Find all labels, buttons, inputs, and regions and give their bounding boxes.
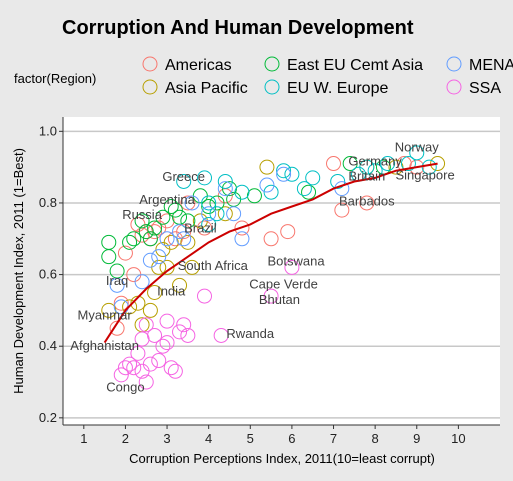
x-tick-label: 7 [330, 431, 337, 446]
annotation-label: Greece [162, 169, 205, 184]
x-tick-label: 9 [413, 431, 420, 446]
annotation-label: Botswana [268, 254, 326, 269]
annotation-label: Iraq [106, 273, 128, 288]
legend-key [265, 57, 279, 71]
annotation-label: India [157, 284, 186, 299]
legend-label: SSA [469, 80, 501, 97]
annotation-label: Afghanistan [70, 338, 139, 353]
x-tick-label: 10 [451, 431, 465, 446]
legend-label: EU W. Europe [287, 80, 388, 97]
x-tick-label: 2 [122, 431, 129, 446]
legend-key [447, 80, 461, 94]
annotation-label: Bhutan [259, 292, 300, 307]
annotation-label: Russia [122, 207, 163, 222]
legend-title: factor(Region) [14, 71, 96, 86]
annotation-label: Rwanda [226, 326, 274, 341]
x-tick-label: 4 [205, 431, 212, 446]
x-axis-title: Corruption Perceptions Index, 2011(10=le… [129, 451, 435, 466]
legend-key [265, 80, 279, 94]
legend-label: MENA [469, 57, 513, 74]
annotation-label: Britain [348, 168, 385, 183]
annotation-label: Cape Verde [249, 277, 318, 292]
x-tick-label: 5 [247, 431, 254, 446]
y-tick-label: 0.6 [39, 267, 57, 282]
x-tick-label: 6 [288, 431, 295, 446]
annotation-label: Germany [348, 153, 402, 168]
annotation-label: Myanmar [78, 307, 133, 322]
legend-label: Asia Pacific [165, 80, 248, 97]
legend: factor(Region) Americas Asia Pacific East … [14, 57, 513, 97]
x-tick-label: 8 [372, 431, 379, 446]
legend-key [143, 80, 157, 94]
y-tick-label: 0.8 [39, 195, 57, 210]
annotation-label: South Africa [178, 258, 249, 273]
x-tick-label: 1 [80, 431, 87, 446]
y-tick-label: 0.4 [39, 338, 57, 353]
annotation-label: Singapore [395, 167, 454, 182]
chart-title: Corruption And Human Development [62, 17, 414, 39]
annotation-label: Barbados [339, 193, 395, 208]
legend-key [143, 57, 157, 71]
annotation-label: Argentina [139, 192, 195, 207]
legend-key [447, 57, 461, 71]
y-axis: 0.2 0.4 0.6 0.8 1.0 [39, 117, 63, 425]
x-axis: 1 2 3 4 5 6 7 8 9 10 [63, 425, 500, 446]
x-tick-label: 3 [163, 431, 170, 446]
annotation-label: Congo [106, 380, 144, 395]
annotation-label: Brazil [184, 220, 217, 235]
legend-label: East EU Cemt Asia [287, 57, 423, 74]
y-axis-title: Human Development Index, 2011 (1=Best) [11, 148, 26, 394]
legend-label: Americas [165, 57, 232, 74]
y-tick-label: 0.2 [39, 410, 57, 425]
y-tick-label: 1.0 [39, 123, 57, 138]
